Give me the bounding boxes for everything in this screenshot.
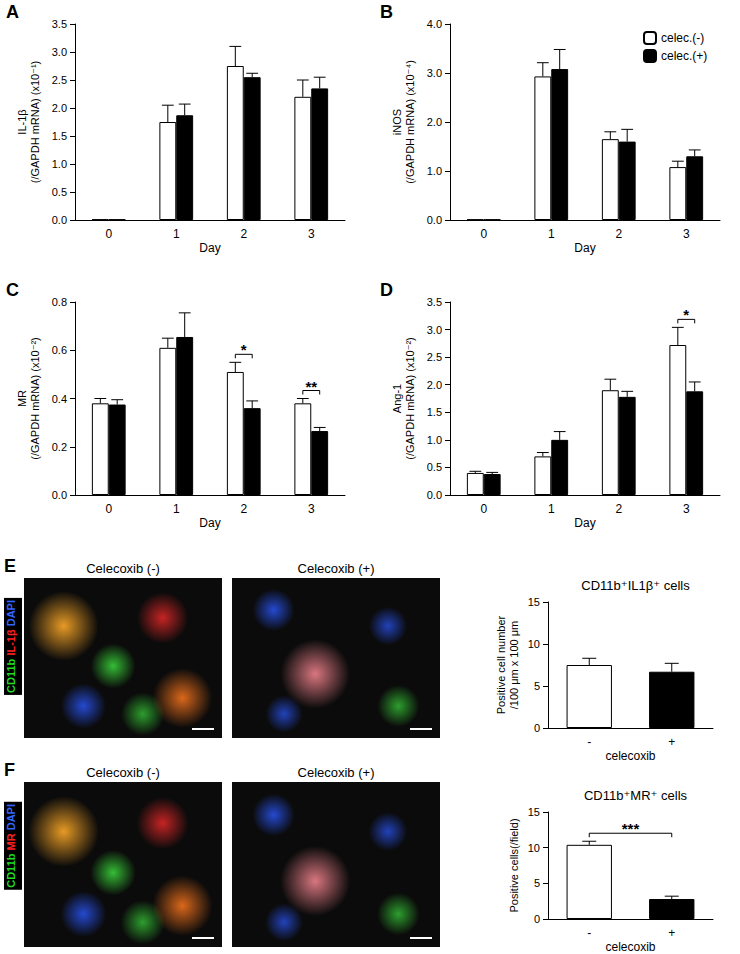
svg-text:Day: Day xyxy=(199,241,220,255)
svg-text:**: ** xyxy=(305,378,317,395)
html-text:DAPI: DAPI xyxy=(5,804,17,834)
svg-text:0: 0 xyxy=(480,227,487,241)
svg-text:3.5: 3.5 xyxy=(427,296,442,308)
html-text:CD11b: CD11b xyxy=(5,658,17,693)
svg-text:iNOS: iNOS xyxy=(391,109,403,135)
svg-text:2.5: 2.5 xyxy=(52,74,67,86)
svg-text:/100 μm x 100 μm: /100 μm x 100 μm xyxy=(508,621,520,710)
html-text:Celecoxib (+): Celecoxib (+) xyxy=(297,561,375,576)
svg-text:2.0: 2.0 xyxy=(427,116,442,128)
html-text:Celecoxib (-): Celecoxib (-) xyxy=(86,561,160,576)
svg-text:1: 1 xyxy=(548,502,555,516)
html-text:A: A xyxy=(6,2,19,22)
html-text:E: E xyxy=(4,556,16,576)
svg-text:2.5: 2.5 xyxy=(427,351,442,363)
html-text:F: F xyxy=(4,760,15,780)
svg-text:10: 10 xyxy=(528,842,540,854)
svg-text:1: 1 xyxy=(173,227,180,241)
svg-text:15: 15 xyxy=(528,596,540,608)
svg-text:1.0: 1.0 xyxy=(427,434,442,446)
svg-text:***: *** xyxy=(622,820,640,837)
svg-text:0.2: 0.2 xyxy=(52,441,67,453)
svg-text:0: 0 xyxy=(534,913,540,925)
svg-text:3: 3 xyxy=(683,227,690,241)
svg-text:0.0: 0.0 xyxy=(52,489,67,501)
html-text:C: C xyxy=(6,280,19,300)
svg-text:0.0: 0.0 xyxy=(427,489,442,501)
svg-text:*: * xyxy=(683,306,689,323)
html-text:B: B xyxy=(380,2,393,22)
svg-text:2.0: 2.0 xyxy=(427,379,442,391)
html-text:CD11b: CD11b xyxy=(5,853,17,888)
svg-text:2: 2 xyxy=(240,227,247,241)
svg-text:(/GAPDH mRNA) (x10⁻¹): (/GAPDH mRNA) (x10⁻¹) xyxy=(29,61,41,184)
svg-text:3: 3 xyxy=(308,227,315,241)
html-text:IL-1β: IL-1β xyxy=(5,629,17,659)
svg-text:celecoxib: celecoxib xyxy=(605,749,655,763)
svg-text:MR: MR xyxy=(16,390,28,407)
svg-text:2: 2 xyxy=(240,502,247,516)
svg-text:1: 1 xyxy=(548,227,555,241)
svg-text:3.0: 3.0 xyxy=(52,46,67,58)
svg-text:3.5: 3.5 xyxy=(52,18,67,30)
svg-text:0: 0 xyxy=(105,502,112,516)
svg-text:*: * xyxy=(241,341,247,358)
svg-text:1.5: 1.5 xyxy=(52,130,67,142)
svg-text:0.6: 0.6 xyxy=(52,344,67,356)
svg-text:0.8: 0.8 xyxy=(52,296,67,308)
svg-text:+: + xyxy=(668,735,675,749)
html-text:Celecoxib (-): Celecoxib (-) xyxy=(86,765,160,780)
svg-text:10: 10 xyxy=(528,638,540,650)
svg-text:(/GAPDH mRNA) (x10⁻²): (/GAPDH mRNA) (x10⁻²) xyxy=(404,337,416,460)
svg-text:(/GAPDH mRNA) (x10⁻⁴): (/GAPDH mRNA) (x10⁻⁴) xyxy=(404,60,416,184)
svg-text:Positive cells(/field): Positive cells(/field) xyxy=(508,818,520,912)
svg-text:0.0: 0.0 xyxy=(427,214,442,226)
svg-text:IL-1β: IL-1β xyxy=(16,109,28,134)
svg-text:+: + xyxy=(668,926,675,940)
svg-text:1.5: 1.5 xyxy=(427,406,442,418)
svg-text:0: 0 xyxy=(480,502,487,516)
svg-text:3: 3 xyxy=(683,502,690,516)
svg-text:0: 0 xyxy=(105,227,112,241)
svg-text:0.5: 0.5 xyxy=(52,186,67,198)
svg-text:15: 15 xyxy=(528,806,540,818)
html-text:D: D xyxy=(380,280,393,300)
html-text:MR: MR xyxy=(5,833,17,854)
svg-text:celec.(+): celec.(+) xyxy=(661,49,707,63)
svg-text:2.0: 2.0 xyxy=(52,102,67,114)
svg-text:2: 2 xyxy=(615,502,622,516)
svg-text:4.0: 4.0 xyxy=(427,18,442,30)
svg-text:1.0: 1.0 xyxy=(52,158,67,170)
svg-text:0.4: 0.4 xyxy=(52,393,67,405)
svg-text:1.0: 1.0 xyxy=(427,165,442,177)
html-text:Celecoxib (+): Celecoxib (+) xyxy=(297,765,375,780)
svg-text:3.0: 3.0 xyxy=(427,67,442,79)
svg-text:-: - xyxy=(587,926,591,940)
svg-text:celec.(-): celec.(-) xyxy=(661,31,704,45)
svg-text:celecoxib: celecoxib xyxy=(605,940,655,954)
svg-text:5: 5 xyxy=(534,680,540,692)
svg-text:Positive cell number: Positive cell number xyxy=(495,615,507,714)
svg-text:0: 0 xyxy=(534,722,540,734)
svg-text:2: 2 xyxy=(615,227,622,241)
svg-text:CD11b⁺MR⁺ cells: CD11b⁺MR⁺ cells xyxy=(584,788,688,803)
svg-text:Day: Day xyxy=(199,516,220,530)
svg-text:1: 1 xyxy=(173,502,180,516)
svg-text:3.0: 3.0 xyxy=(427,324,442,336)
svg-text:0.5: 0.5 xyxy=(427,461,442,473)
svg-text:Day: Day xyxy=(574,241,595,255)
svg-text:CD11b⁺IL1β⁺ cells: CD11b⁺IL1β⁺ cells xyxy=(581,578,690,593)
svg-text:5: 5 xyxy=(534,877,540,889)
svg-text:3: 3 xyxy=(308,502,315,516)
svg-text:Ang-1: Ang-1 xyxy=(391,384,403,413)
svg-text:Day: Day xyxy=(574,516,595,530)
svg-text:(/GAPDH mRNA) (x10⁻²): (/GAPDH mRNA) (x10⁻²) xyxy=(29,337,41,460)
svg-text:0.0: 0.0 xyxy=(52,214,67,226)
html-text:DAPI: DAPI xyxy=(5,600,17,630)
svg-text:-: - xyxy=(587,735,591,749)
